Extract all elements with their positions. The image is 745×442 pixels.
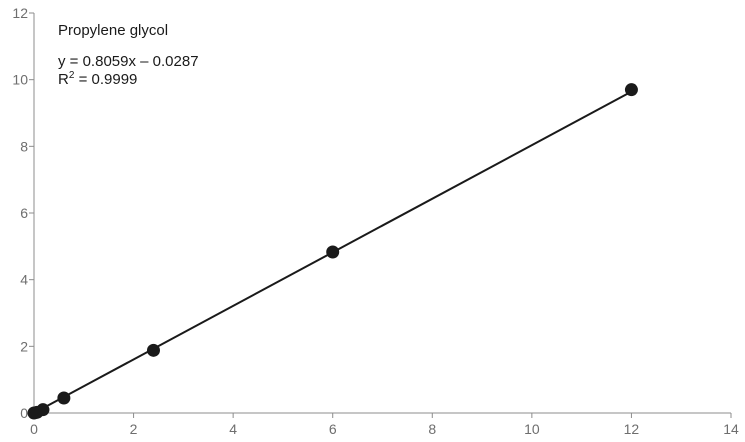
annotation-r-squared: R2 = 0.9999 (58, 70, 137, 88)
x-tick-label: 6 (329, 421, 337, 437)
r2-prefix: R (58, 71, 69, 88)
x-tick-label: 0 (30, 421, 38, 437)
x-tick-label: 10 (524, 421, 540, 437)
data-point (326, 245, 340, 259)
x-tick-label: 14 (723, 421, 739, 437)
y-tick-label: 0 (20, 405, 28, 421)
annotation-block: Propylene glycol y = 0.8059x – 0.0287 R2… (58, 22, 199, 88)
x-tick-label: 8 (428, 421, 436, 437)
annotation-equation: y = 0.8059x – 0.0287 (58, 53, 199, 70)
y-tick-label: 6 (20, 205, 28, 221)
y-tick-label: 4 (20, 272, 28, 288)
axes (33, 13, 731, 414)
r2-superscript: 2 (69, 70, 75, 81)
y-tick-label: 2 (20, 338, 28, 354)
x-tick-label: 2 (130, 421, 138, 437)
x-tick-label: 4 (229, 421, 237, 437)
y-tick-label: 10 (12, 72, 28, 88)
data-points (27, 83, 638, 420)
data-point (146, 343, 160, 357)
x-tick-label: 12 (624, 421, 640, 437)
data-point (57, 391, 71, 405)
data-point (36, 403, 50, 417)
ticks: 0 2 4 6 8 10 12 0 2 4 6 8 10 12 14 (12, 5, 739, 437)
annotation-compound-name: Propylene glycol (58, 22, 168, 39)
r2-value: = 0.9999 (74, 71, 137, 88)
y-tick-label: 8 (20, 138, 28, 154)
y-tick-label: 12 (12, 5, 28, 21)
data-point (624, 83, 638, 97)
